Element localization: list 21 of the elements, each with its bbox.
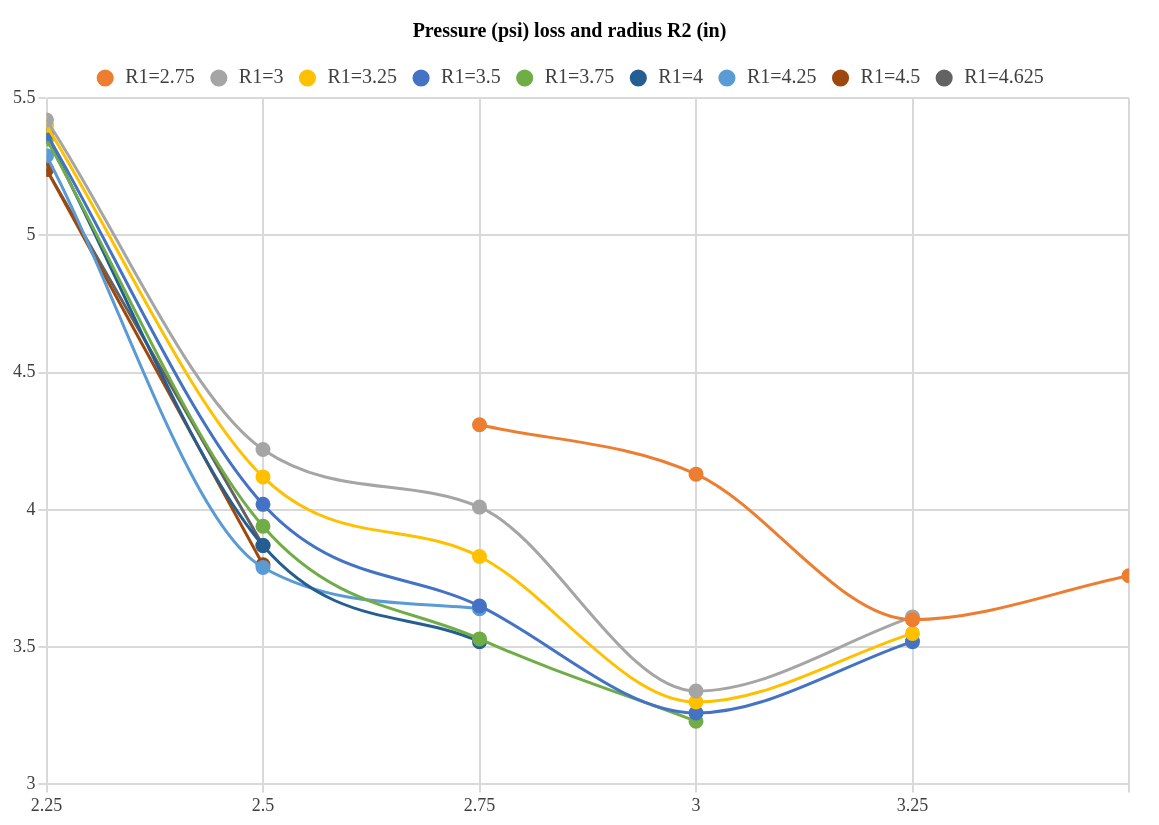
legend-label: R1=4.5 [860, 65, 921, 88]
y-tick-label: 4 [26, 498, 36, 519]
y-tick-label: 3.5 [13, 635, 36, 656]
y-tick-label: 3 [26, 773, 36, 794]
legend-label: R1=3.75 [544, 65, 615, 88]
legend-label: R1=4.625 [964, 65, 1044, 88]
legend-label: R1=3 [238, 65, 284, 88]
x-tick-label: 3 [691, 794, 701, 815]
y-tick-label: 4.5 [13, 361, 36, 382]
y-tick-label: 5.5 [13, 86, 36, 107]
x-tick-label: 2.25 [30, 794, 63, 815]
legend-label: R1=4.25 [746, 65, 817, 88]
legend-label: R1=2.75 [125, 65, 195, 88]
x-tick-label: 2.5 [251, 794, 275, 815]
chart-title: Pressure (psi) loss and radius R2 (in) [412, 19, 727, 43]
legend-label: R1=3.25 [327, 65, 398, 88]
legend-label: R1=3.5 [441, 65, 501, 88]
y-tick-label: 5 [26, 224, 36, 245]
legend-label: R1=4 [658, 65, 703, 88]
x-tick-label: 2.75 [463, 794, 496, 815]
x-tick-label: 3.25 [896, 794, 929, 815]
